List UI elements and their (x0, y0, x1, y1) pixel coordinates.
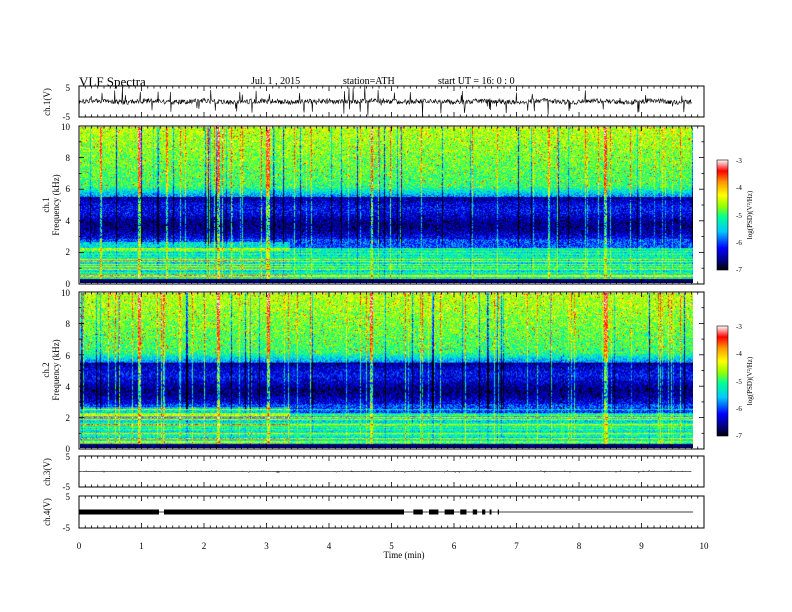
ch4-thick-segment (460, 509, 467, 515)
ch2-colorbar-label: log(PSD)(V²/Hz) (746, 356, 754, 405)
ch1-colorbar-tick-m3: -3 (736, 157, 742, 165)
ch2-freq-tick-8: 8 (66, 319, 71, 329)
ch1-colorbar-tick-m4: -4 (736, 184, 742, 192)
ch1-colorbar (716, 159, 729, 271)
ch2-freq-tick-4: 4 (66, 382, 71, 392)
xtick-9: 9 (639, 541, 644, 551)
ch2-colorbar-tick-m6: -6 (736, 405, 742, 413)
ch1-colorbar-label: log(PSD)(V²/Hz) (746, 190, 754, 239)
xtick-7: 7 (514, 541, 519, 551)
xtick-5: 5 (389, 541, 394, 551)
ch4-thick-segment (79, 509, 159, 515)
x-axis-title: Time (min) (384, 550, 425, 560)
xtick-6: 6 (452, 541, 457, 551)
ch1-ytick-top: 5 (66, 83, 71, 93)
ch1-freq-tick-0: 0 (66, 279, 71, 289)
ch4-thick-segment (413, 509, 423, 515)
ch2-freq-tick-10: 10 (61, 288, 71, 298)
ch4-thick-segment (429, 509, 439, 515)
xtick-0: 0 (77, 541, 82, 551)
ch3-ytick-bottom: -5 (63, 482, 71, 492)
ch4-thick-segment (472, 509, 478, 515)
ch4-thick-segment (164, 509, 404, 515)
ch4-thick-segment (497, 509, 499, 515)
xtick-8: 8 (577, 541, 582, 551)
ch1-freq-tick-10: 10 (61, 122, 71, 132)
ch2-spectrogram-ylabel-freq: Frequency (kHz) (51, 339, 61, 400)
ch2-colorbar (716, 325, 729, 437)
ch2-freq-tick-2: 2 (66, 413, 71, 423)
ch1-spectrogram-ylabel-channel: ch.1 (41, 197, 51, 212)
ch2-colorbar-tick-m7: -7 (736, 432, 742, 440)
ch1-colorbar-tick-m6: -6 (736, 239, 742, 247)
ch4-thick-segment (482, 509, 486, 515)
ch1-freq-tick-6: 6 (66, 184, 71, 194)
ch4-ytick-top: 5 (66, 492, 71, 502)
ch1-freq-tick-2: 2 (66, 247, 71, 257)
ch2-colorbar-tick-m5: -5 (736, 378, 742, 386)
xtick-1: 1 (139, 541, 144, 551)
ch1-colorbar-tick-m5: -5 (736, 212, 742, 220)
ch4-waveform-ylabel: ch.4(V) (42, 498, 52, 526)
axis-ticks (78, 86, 705, 528)
chart-title: VLF Spectra (79, 74, 146, 89)
header-station: station=ATH (343, 76, 395, 87)
ch3-waveform-line (78, 469, 692, 474)
header-start-time: start UT = 16: 0 : 0 (438, 76, 515, 87)
ch2-spectrogram-ylabel-channel: ch.2 (41, 362, 51, 377)
ch4-thick-segment (444, 509, 454, 515)
xtick-2: 2 (202, 541, 207, 551)
ch4-thick-segment (489, 509, 492, 515)
ch4-thick-segments (79, 509, 499, 515)
ch1-colorbar-tick-m7: -7 (736, 266, 742, 274)
ch3-ytick-top: 5 (66, 452, 71, 462)
ch1-waveform-ylabel: ch.1(V) (42, 88, 52, 116)
ch1-ytick-bottom: -5 (63, 112, 71, 122)
header-date: Jul. 1 , 2015 (251, 76, 301, 87)
ch2-freq-tick-6: 6 (66, 351, 71, 361)
ch2-colorbar-tick-m3: -3 (736, 323, 742, 331)
xtick-4: 4 (327, 541, 332, 551)
ch2-colorbar-tick-m4: -4 (736, 350, 742, 358)
ch1-freq-tick-8: 8 (66, 153, 71, 163)
ch3-waveform-ylabel: ch.3(V) (42, 458, 52, 486)
ch1-freq-tick-4: 4 (66, 216, 71, 226)
ch2-freq-tick-0: 0 (66, 444, 71, 454)
ch2-spectrogram-image (80, 293, 693, 448)
xtick-10: 10 (700, 541, 710, 551)
ch4-ytick-bottom: -5 (63, 523, 71, 533)
ch1-spectrogram-image (80, 127, 693, 283)
ch1-waveform-line (78, 85, 692, 118)
xtick-3: 3 (264, 541, 269, 551)
ch1-spectrogram-ylabel-freq: Frequency (kHz) (51, 174, 61, 235)
